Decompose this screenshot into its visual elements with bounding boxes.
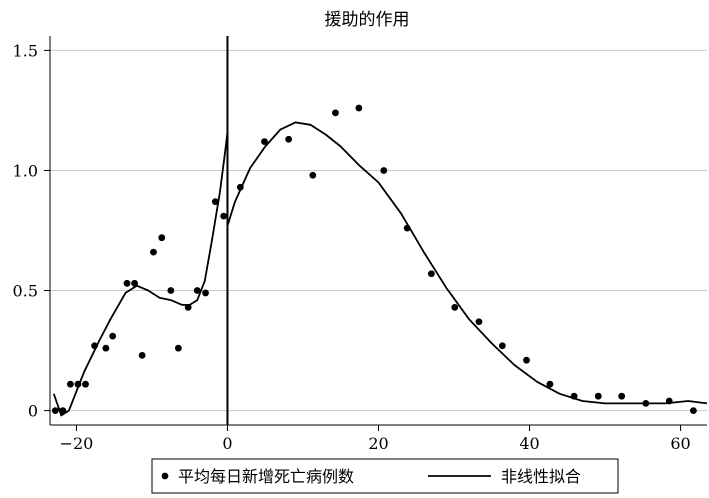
legend-label-fit: 非线性拟合 — [501, 467, 581, 486]
scatter-points — [51, 104, 697, 414]
data-point-27 — [403, 224, 411, 232]
x-tick-label-3: 40 — [519, 434, 539, 453]
data-point-30 — [475, 318, 483, 326]
data-point-32 — [523, 356, 530, 364]
data-point-35 — [594, 392, 602, 400]
x-tick-label-0: −20 — [60, 434, 94, 453]
data-point-29 — [451, 303, 459, 311]
chart-title: 援助的作用 — [325, 10, 410, 30]
data-point-11 — [150, 248, 157, 256]
y-tick-label-3: 1.5 — [13, 41, 38, 60]
y-tick-label-2: 1.0 — [13, 161, 38, 180]
x-tick-label-4: 60 — [670, 434, 690, 453]
data-point-38 — [665, 397, 673, 405]
data-point-15 — [184, 303, 192, 311]
x-tick-label-1: 0 — [222, 434, 232, 453]
data-point-3 — [74, 380, 82, 388]
data-point-26 — [380, 167, 388, 174]
data-point-10 — [138, 351, 146, 359]
data-point-12 — [158, 234, 166, 242]
data-point-17 — [202, 289, 209, 297]
data-point-2 — [66, 380, 74, 388]
data-point-21 — [261, 138, 268, 146]
data-point-39 — [690, 407, 697, 414]
y-tick-label-1: 0.5 — [13, 282, 38, 301]
data-point-36 — [618, 392, 626, 400]
y-tick-label-0: 0 — [28, 402, 38, 421]
data-point-20 — [236, 183, 244, 191]
data-point-0 — [51, 407, 59, 414]
data-point-22 — [285, 135, 293, 143]
data-point-4 — [82, 380, 89, 388]
data-point-6 — [102, 344, 110, 352]
data-point-5 — [91, 342, 98, 350]
data-point-34 — [570, 392, 578, 400]
data-point-8 — [123, 279, 131, 287]
legend-box — [151, 458, 619, 494]
data-point-14 — [174, 344, 182, 352]
data-point-37 — [642, 399, 650, 407]
data-point-31 — [498, 342, 506, 350]
gridlines — [50, 49, 707, 412]
data-point-28 — [427, 270, 435, 278]
data-point-7 — [109, 332, 117, 340]
data-point-23 — [309, 171, 317, 179]
data-point-19 — [220, 212, 228, 220]
fit-curve-layer — [52, 121, 708, 417]
data-point-24 — [332, 109, 339, 117]
data-point-9 — [131, 279, 138, 287]
x-tick-label-2: 20 — [368, 434, 388, 453]
data-point-16 — [193, 287, 201, 294]
legend: 平均每日新增死亡病例数 非线性拟合 — [151, 458, 619, 494]
data-point-1 — [59, 407, 67, 414]
axes: 0 0.5 1.0 1.5 −20 0 20 40 60 — [13, 36, 707, 453]
data-point-13 — [167, 287, 175, 294]
data-point-33 — [546, 380, 554, 388]
legend-dot-marker — [161, 472, 169, 480]
legend-label-scatter: 平均每日新增死亡病例数 — [178, 467, 354, 486]
fit-curve — [52, 121, 708, 417]
data-point-25 — [355, 104, 363, 112]
data-point-18 — [211, 198, 219, 206]
